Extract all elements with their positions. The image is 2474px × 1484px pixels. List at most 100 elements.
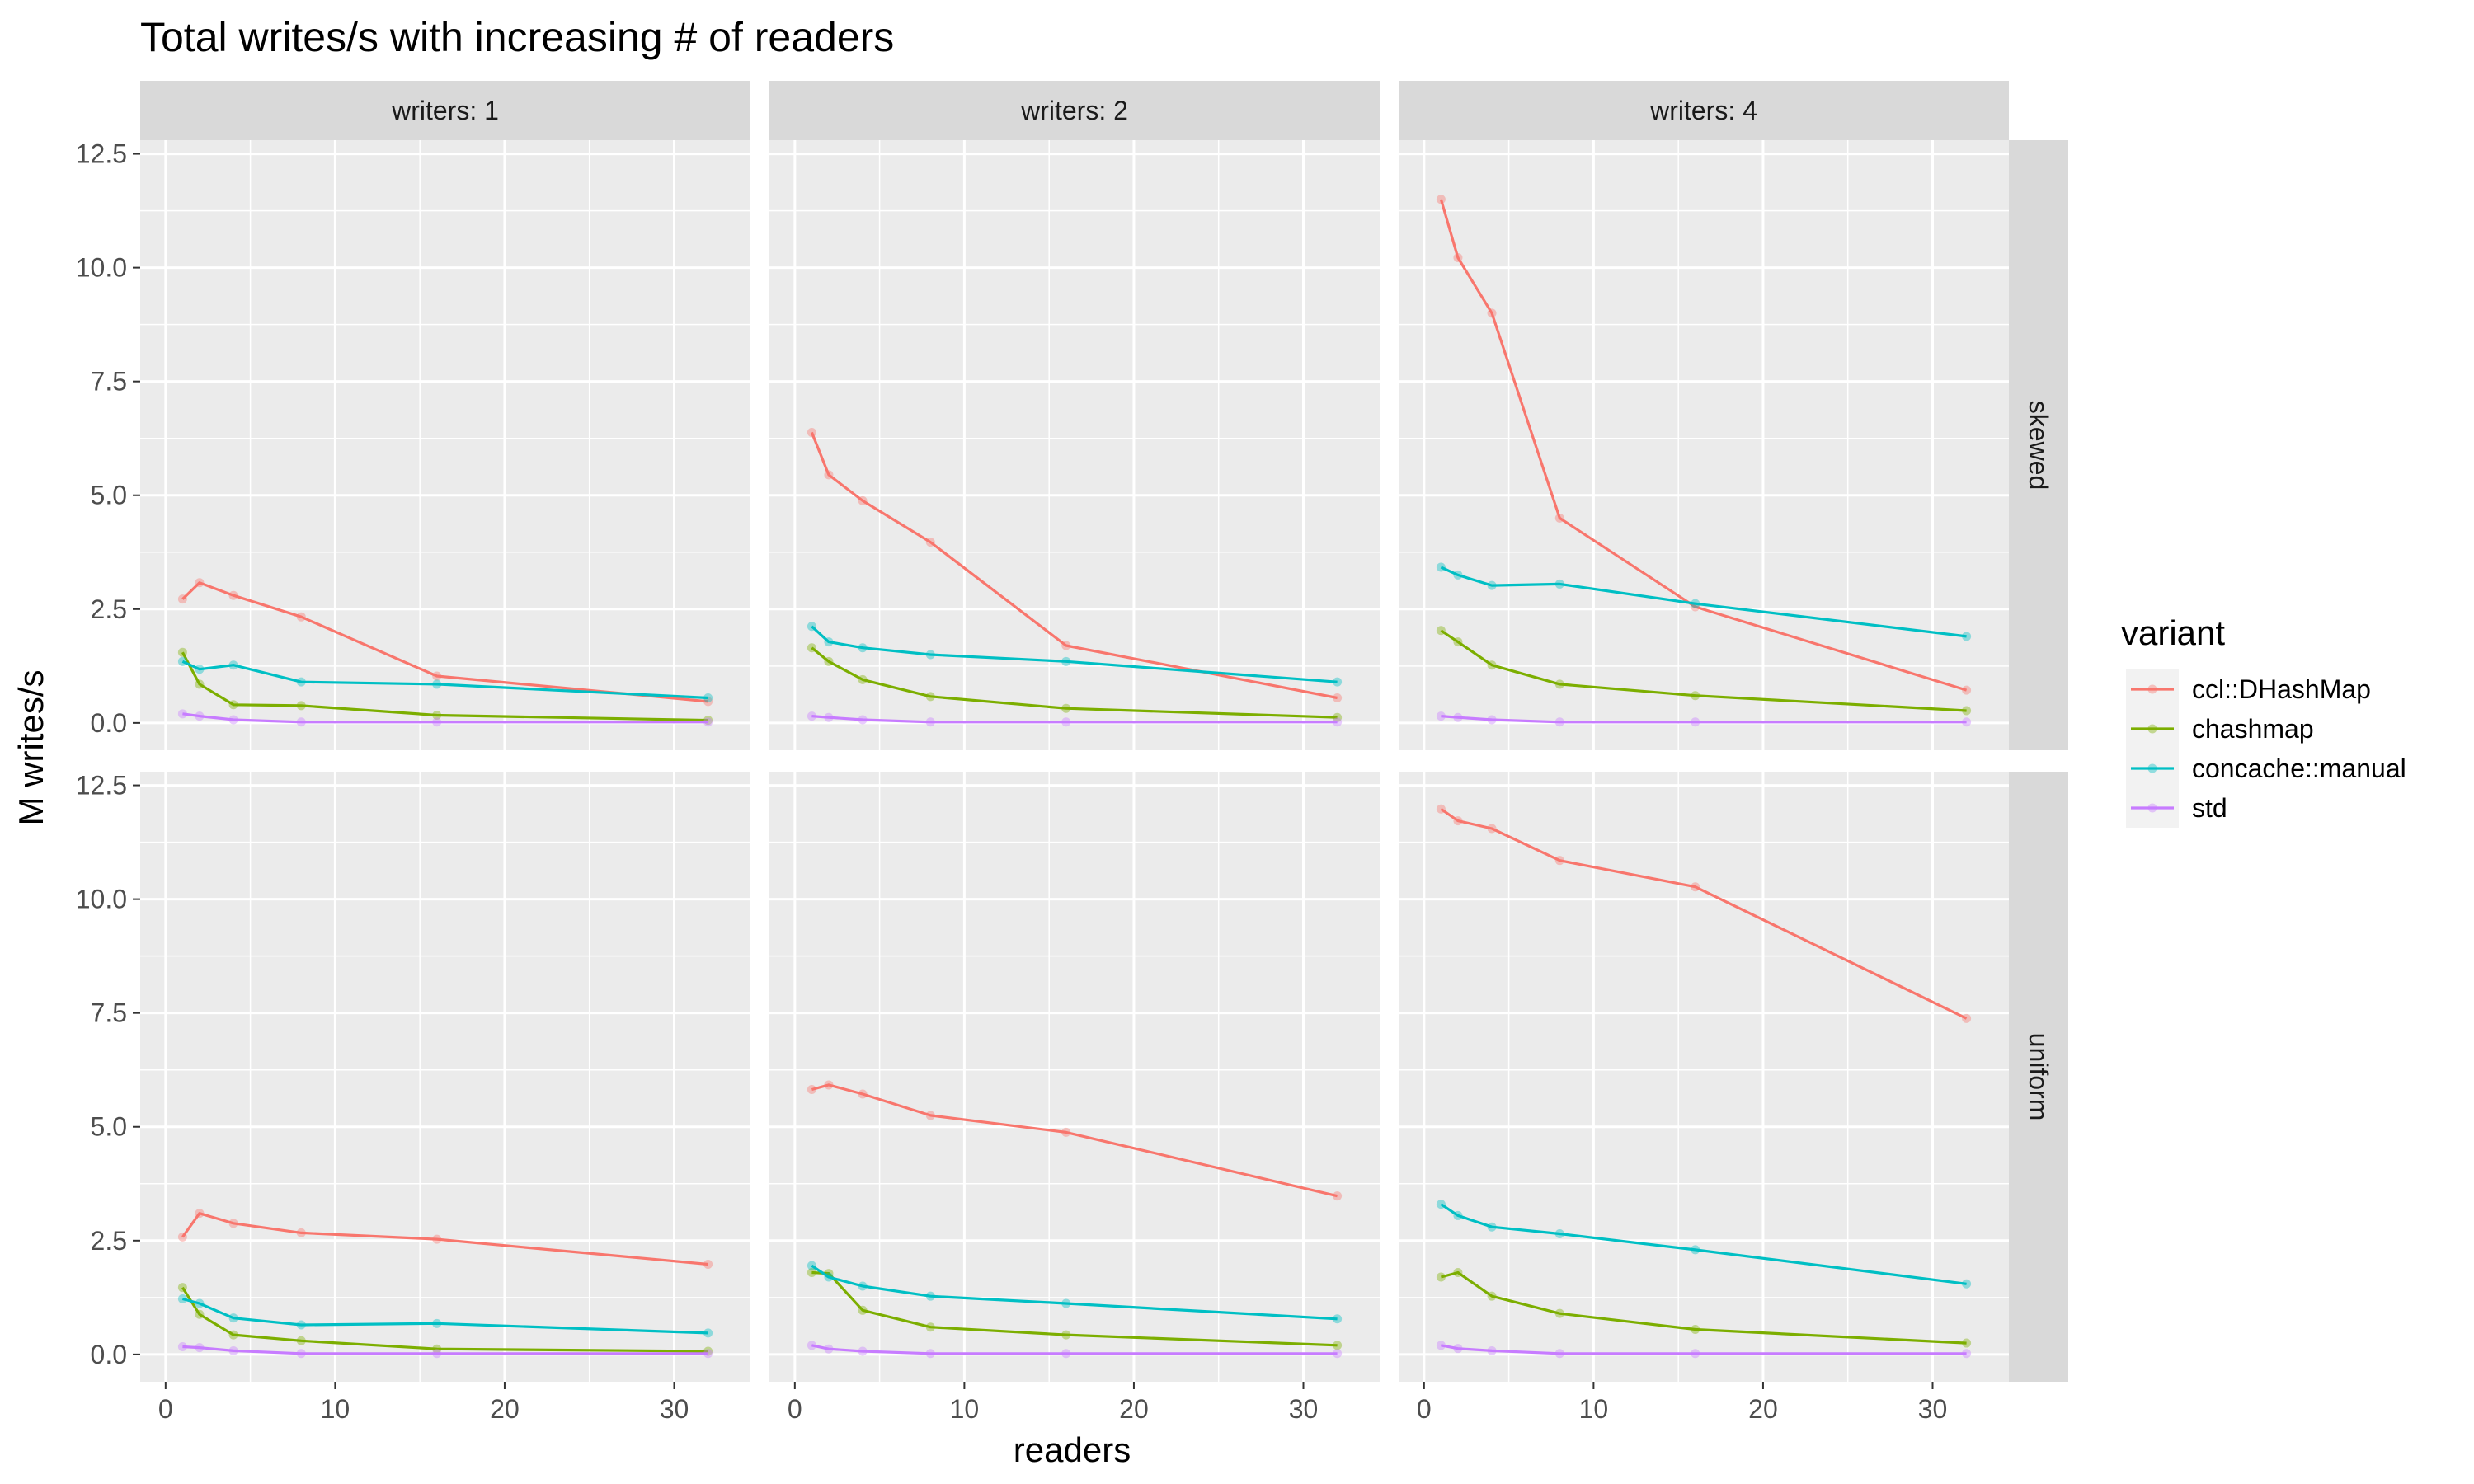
series-line-std	[811, 1344, 1338, 1355]
data-point-chashmap	[1962, 706, 1972, 716]
data-point-std	[1487, 715, 1497, 725]
panel-background	[769, 772, 1380, 1382]
series-line-chashmap	[811, 646, 1338, 719]
data-point-ccl-dhashmap	[1453, 816, 1463, 826]
data-point-std	[925, 717, 935, 727]
data-point-std	[824, 1344, 834, 1354]
y-tick-label: 2.5	[91, 1226, 127, 1256]
data-point-concache-manual	[1554, 1229, 1564, 1239]
panel-background	[1399, 772, 2009, 1382]
data-point-ccl-dhashmap	[1487, 824, 1497, 834]
data-point-concache-manual	[1453, 570, 1463, 580]
row-strip	[2009, 140, 2068, 750]
data-point-ccl-dhashmap	[807, 428, 816, 438]
data-point-chashmap	[1061, 703, 1071, 713]
panel-background	[140, 772, 750, 1382]
data-point-concache-manual	[1061, 1298, 1071, 1308]
data-point-chashmap	[228, 700, 238, 710]
data-point-chashmap	[925, 1322, 935, 1332]
series-line-concache-manual	[181, 660, 708, 700]
x-tick-label: 30	[1289, 1394, 1319, 1424]
data-point-chashmap	[1333, 1341, 1343, 1350]
data-point-std	[228, 1345, 238, 1355]
data-point-ccl-dhashmap	[195, 1209, 205, 1219]
data-point-concache-manual	[858, 643, 868, 653]
y-tick-label: 12.5	[76, 771, 127, 801]
data-point-chashmap	[1453, 1267, 1463, 1277]
data-point-std	[807, 1341, 816, 1350]
row-strip-label: skewed	[2024, 401, 2053, 491]
data-point-chashmap	[1554, 1308, 1564, 1318]
x-tick-label: 10	[1579, 1394, 1609, 1424]
data-point-ccl-dhashmap	[703, 1260, 713, 1270]
series-line-ccl-dhashmap	[1440, 807, 1968, 1020]
legend-item-concache-manual: concache::manual	[2126, 749, 2406, 788]
data-point-std	[703, 717, 713, 727]
x-tick-label: 0	[158, 1394, 173, 1424]
column-strip	[1399, 81, 2009, 140]
panel-uniform-writers-4	[1399, 772, 2009, 1382]
legend-label: ccl::DHashMap	[2192, 674, 2371, 704]
legend-label: chashmap	[2192, 714, 2314, 744]
panel-skewed-writers-1	[140, 140, 750, 750]
data-point-ccl-dhashmap	[1436, 804, 1446, 814]
series-line-std	[811, 715, 1338, 724]
series-line-ccl-dhashmap	[181, 581, 708, 703]
legend-title: variant	[2121, 613, 2225, 652]
y-tick-label: 7.5	[91, 998, 127, 1028]
y-tick-label: 0.0	[91, 1340, 127, 1369]
x-tick-label: 20	[1748, 1394, 1778, 1424]
data-point-std	[1333, 717, 1343, 727]
data-point-chashmap	[195, 679, 205, 689]
data-point-concache-manual	[1436, 1200, 1446, 1209]
data-point-concache-manual	[824, 1272, 834, 1282]
data-point-std	[195, 711, 205, 721]
data-point-std	[925, 1349, 935, 1359]
data-point-chashmap	[296, 701, 306, 711]
panel-skewed-writers-2	[769, 140, 1380, 750]
x-axis: 0 10 20 30 0 10 20 30 0 10 20 30	[158, 1382, 1947, 1424]
data-point-ccl-dhashmap	[228, 590, 238, 600]
panel-background	[140, 140, 750, 750]
data-point-std	[1691, 1349, 1700, 1359]
data-point-chashmap	[807, 1267, 816, 1277]
series-line-concache-manual	[811, 625, 1338, 683]
data-point-chashmap	[432, 1344, 442, 1354]
data-point-concache-manual	[1962, 632, 1972, 641]
data-point-chashmap	[1554, 679, 1564, 689]
x-tick-label: 30	[1918, 1394, 1948, 1424]
series-line-ccl-dhashmap	[811, 1083, 1338, 1198]
data-point-concache-manual	[195, 665, 205, 674]
data-point-std	[1333, 1349, 1343, 1359]
data-point-ccl-dhashmap	[296, 1228, 306, 1237]
legend-key-point	[2147, 803, 2157, 813]
data-point-chashmap	[1333, 712, 1343, 722]
x-tick-label: 0	[788, 1394, 802, 1424]
data-point-ccl-dhashmap	[1333, 693, 1343, 702]
data-point-concache-manual	[432, 1318, 442, 1328]
data-point-concache-manual	[1691, 599, 1700, 608]
data-point-concache-manual	[1061, 656, 1071, 666]
data-point-std	[1962, 717, 1972, 727]
data-point-ccl-dhashmap	[1453, 252, 1463, 262]
legend-item-ccl-dhashmap: ccl::DHashMap	[2126, 669, 2371, 709]
data-point-ccl-dhashmap	[177, 1232, 187, 1242]
data-point-concache-manual	[1691, 1245, 1700, 1255]
data-point-chashmap	[296, 1336, 306, 1345]
data-point-std	[1554, 1349, 1564, 1359]
data-point-std	[177, 709, 187, 719]
data-point-ccl-dhashmap	[858, 1089, 868, 1099]
data-point-ccl-dhashmap	[1333, 1191, 1343, 1201]
series-line-std	[1441, 1344, 1967, 1355]
data-point-concache-manual	[432, 679, 442, 689]
y-axis-title: M writes/s	[12, 670, 50, 826]
data-point-ccl-dhashmap	[858, 495, 868, 505]
x-axis-title: readers	[1014, 1430, 1131, 1469]
x-tick-label: 0	[1417, 1394, 1432, 1424]
column-strip-label: writers: 1	[391, 96, 499, 125]
data-point-chashmap	[228, 1330, 238, 1340]
panel-background	[769, 140, 1380, 750]
y-tick-label: 7.5	[91, 367, 127, 397]
panel-uniform-writers-1	[140, 772, 750, 1382]
